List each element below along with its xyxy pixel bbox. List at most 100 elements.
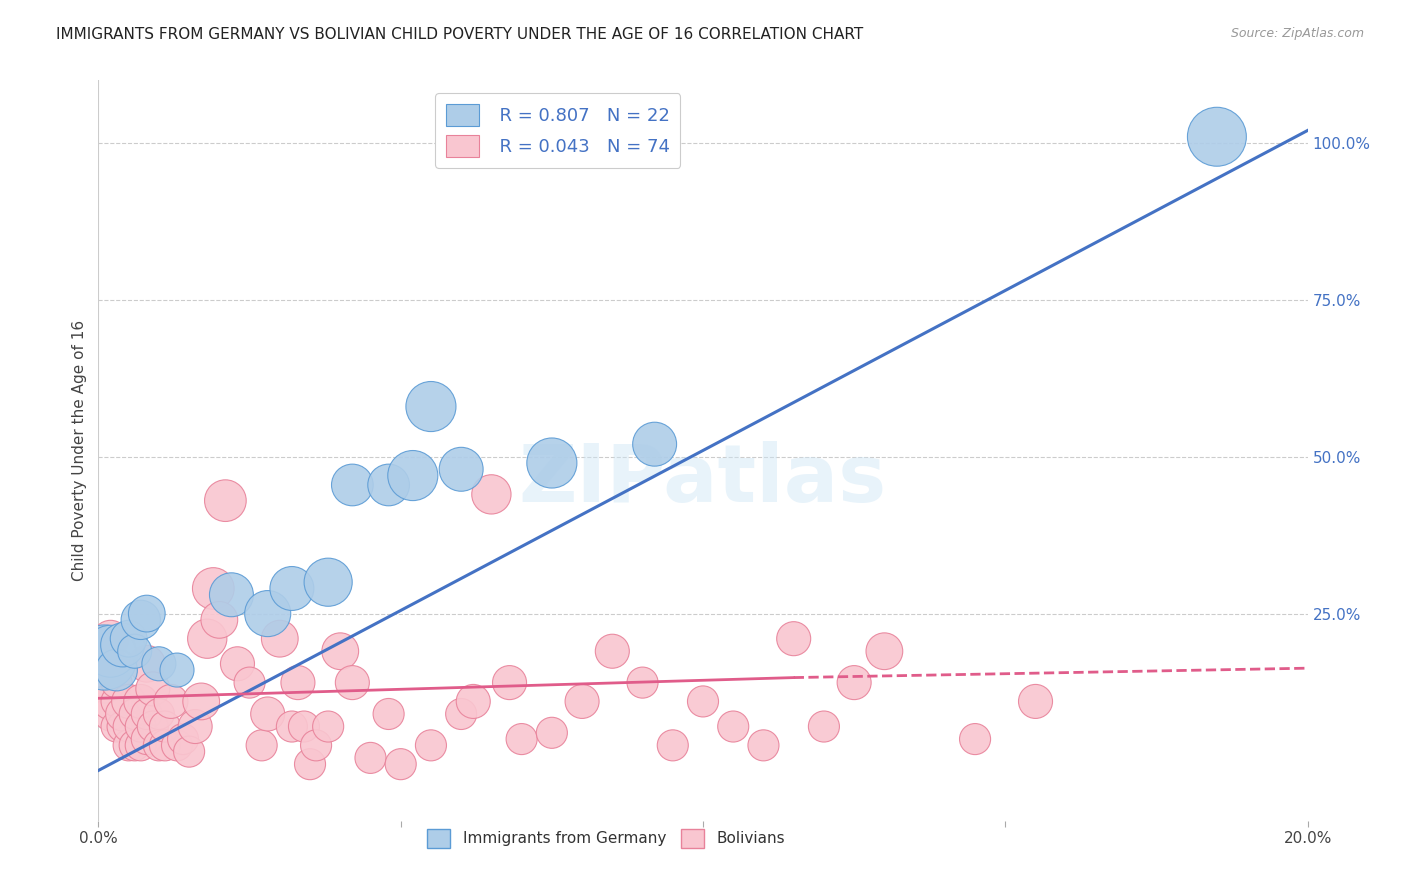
Point <box>420 739 443 753</box>
Point <box>256 607 278 621</box>
Point <box>124 644 146 658</box>
Point <box>269 632 291 646</box>
Point <box>250 739 273 753</box>
Point <box>135 706 157 721</box>
Point <box>602 644 624 658</box>
Point <box>281 582 304 596</box>
Point <box>166 663 188 677</box>
Point <box>498 675 520 690</box>
Point <box>195 632 218 646</box>
Point <box>287 675 309 690</box>
Point <box>160 694 183 708</box>
Point <box>844 675 866 690</box>
Point <box>316 575 339 590</box>
Point <box>105 675 128 690</box>
Point <box>360 751 382 765</box>
Point <box>118 719 141 733</box>
Point <box>873 644 896 658</box>
Point <box>813 719 835 733</box>
Legend: Immigrants from Germany, Bolivians: Immigrants from Germany, Bolivians <box>422 822 792 854</box>
Point <box>100 632 122 646</box>
Point <box>540 726 562 740</box>
Point <box>510 732 533 747</box>
Point <box>166 739 188 753</box>
Point <box>402 468 425 483</box>
Point <box>342 478 364 492</box>
Point <box>450 462 472 476</box>
Point <box>93 657 115 671</box>
Point <box>148 706 170 721</box>
Point <box>172 732 194 747</box>
Point <box>661 739 683 753</box>
Point <box>135 732 157 747</box>
Point <box>179 745 201 759</box>
Point <box>631 675 654 690</box>
Point <box>111 719 134 733</box>
Point <box>316 719 339 733</box>
Point <box>184 719 207 733</box>
Point <box>723 719 745 733</box>
Point <box>221 588 243 602</box>
Point <box>329 644 352 658</box>
Y-axis label: Child Poverty Under the Age of 16: Child Poverty Under the Age of 16 <box>72 320 87 581</box>
Point <box>692 694 714 708</box>
Point <box>100 657 122 671</box>
Point <box>256 706 278 721</box>
Point <box>111 706 134 721</box>
Point <box>752 739 775 753</box>
Point <box>105 719 128 733</box>
Text: Source: ZipAtlas.com: Source: ZipAtlas.com <box>1230 27 1364 40</box>
Point <box>342 675 364 690</box>
Point <box>100 694 122 708</box>
Point <box>135 657 157 671</box>
Point <box>118 694 141 708</box>
Text: IMMIGRANTS FROM GERMANY VS BOLIVIAN CHILD POVERTY UNDER THE AGE OF 16 CORRELATIO: IMMIGRANTS FROM GERMANY VS BOLIVIAN CHIL… <box>56 27 863 42</box>
Point <box>305 739 328 753</box>
Point <box>148 657 170 671</box>
Text: ZIPatlas: ZIPatlas <box>519 441 887 519</box>
Point <box>129 719 152 733</box>
Point <box>124 706 146 721</box>
Point <box>129 739 152 753</box>
Point <box>463 694 485 708</box>
Point <box>292 719 315 733</box>
Point <box>153 719 176 733</box>
Point <box>190 694 212 708</box>
Point <box>124 739 146 753</box>
Point <box>420 400 443 414</box>
Point <box>129 694 152 708</box>
Point <box>118 632 141 646</box>
Point <box>100 706 122 721</box>
Point <box>105 663 128 677</box>
Point <box>118 739 141 753</box>
Point <box>135 607 157 621</box>
Point <box>571 694 593 708</box>
Point <box>377 706 399 721</box>
Point <box>450 706 472 721</box>
Point <box>389 757 412 772</box>
Point <box>226 657 249 671</box>
Point <box>142 681 165 696</box>
Point <box>377 478 399 492</box>
Point <box>644 437 666 451</box>
Point <box>105 694 128 708</box>
Point <box>239 675 262 690</box>
Point <box>93 650 115 665</box>
Point <box>965 732 987 747</box>
Point <box>299 757 322 772</box>
Point <box>100 644 122 658</box>
Point <box>540 456 562 470</box>
Point <box>214 493 236 508</box>
Point <box>153 739 176 753</box>
Point <box>129 613 152 627</box>
Point <box>111 638 134 652</box>
Point <box>93 675 115 690</box>
Point <box>142 719 165 733</box>
Point <box>783 632 806 646</box>
Point <box>281 719 304 733</box>
Point <box>208 613 231 627</box>
Point <box>1206 129 1229 144</box>
Point <box>202 582 225 596</box>
Point <box>481 487 503 501</box>
Point <box>1024 694 1046 708</box>
